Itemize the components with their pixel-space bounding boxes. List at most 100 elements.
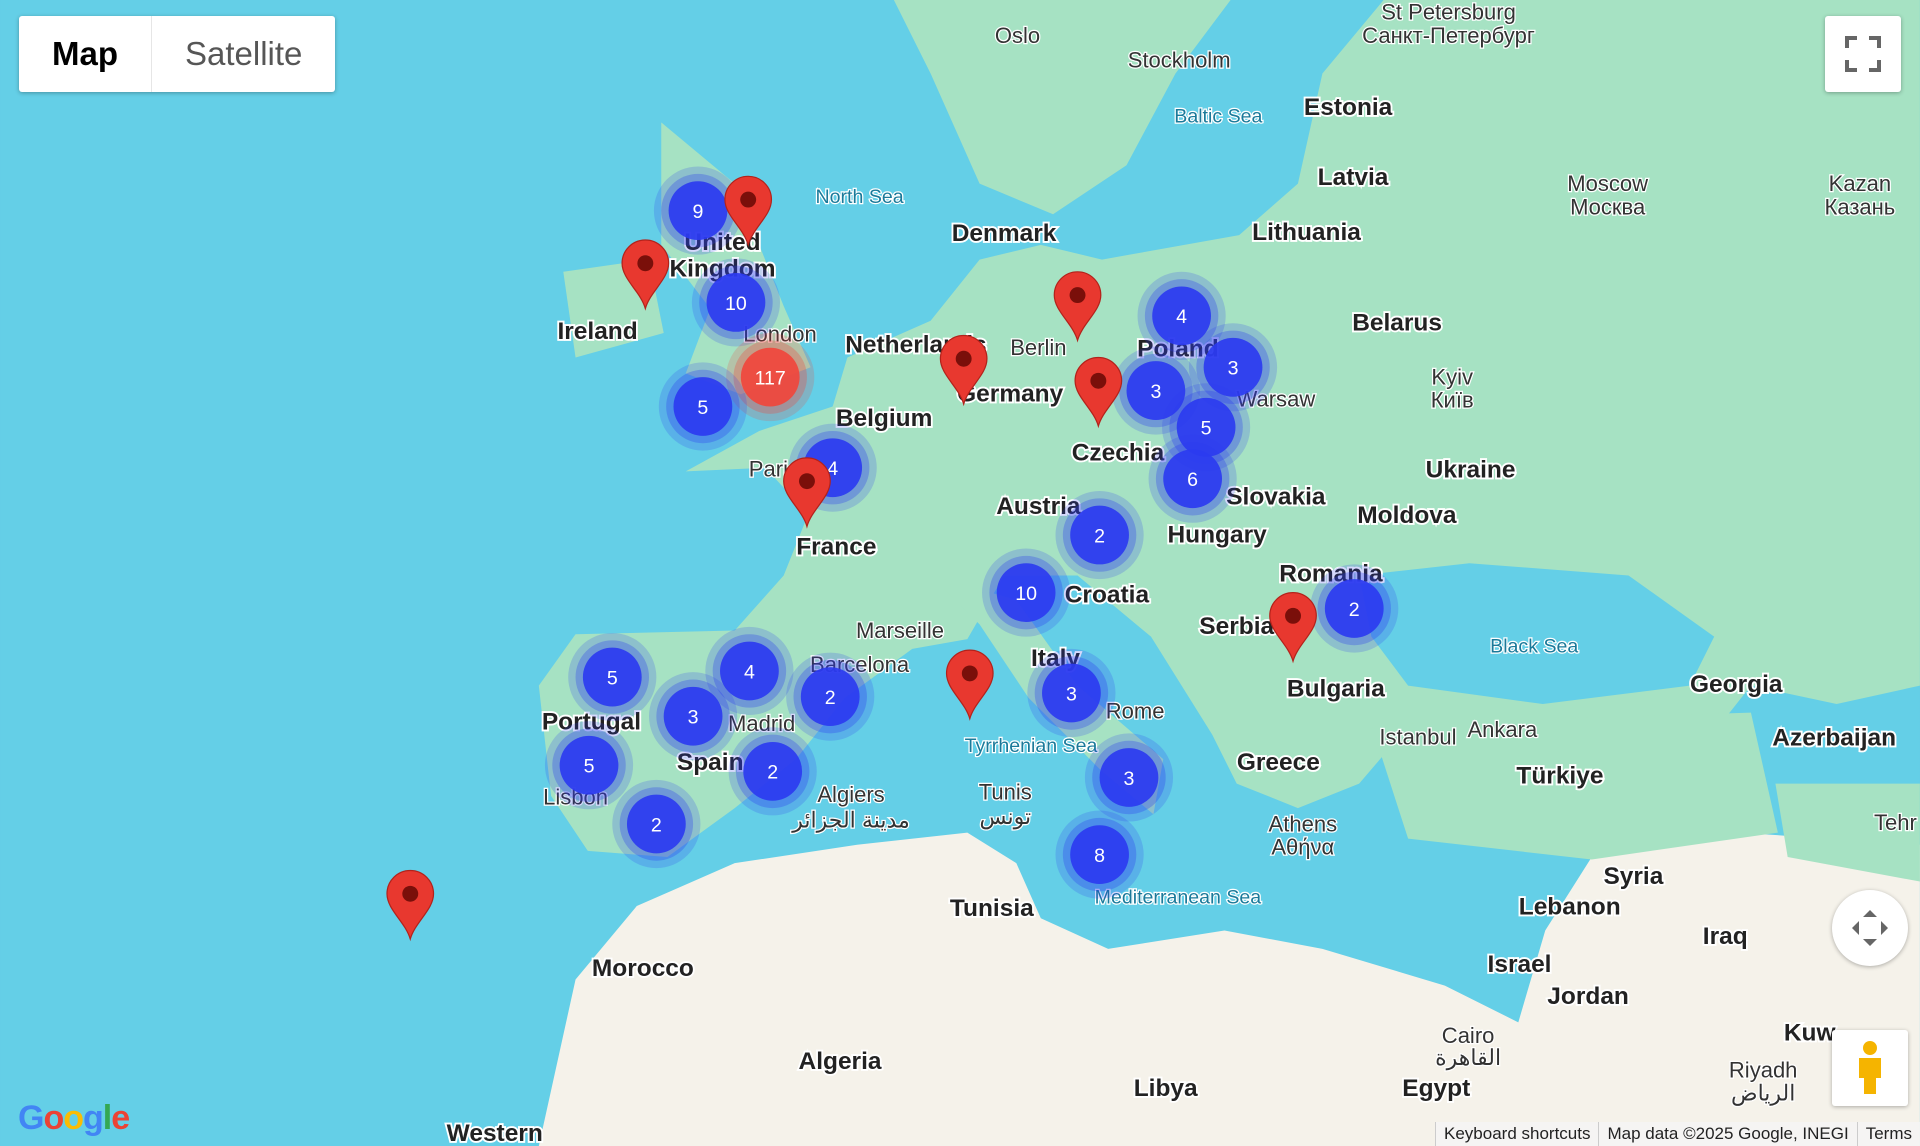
country-label: Tunisia [950, 895, 1034, 922]
map-marker[interactable] [783, 457, 831, 529]
terms-link[interactable]: Terms [1856, 1122, 1920, 1146]
marker-cluster[interactable]: 2 [728, 727, 817, 816]
map-marker[interactable] [1053, 271, 1102, 343]
marker-cluster[interactable]: 3 [649, 672, 738, 761]
map-marker[interactable] [939, 334, 988, 407]
map-data-text: Map data ©2025 Google, INEGI [1598, 1122, 1856, 1146]
map-type-map-button[interactable]: Map [19, 16, 152, 92]
country-label: Algeria [799, 1048, 882, 1075]
marker-clusters: 9 10 117 5 4 4 3 3 5 6 2 10 2 5 4 3 2 5 2 2 3 3 8 [544, 166, 1399, 899]
marker-dot [1090, 372, 1107, 389]
marker-pin-icon [1074, 356, 1123, 429]
marker-cluster[interactable]: 5 [1162, 383, 1251, 472]
country-label: Estonia [1304, 94, 1393, 121]
city-label: Kyiv [1431, 364, 1473, 389]
country-label: Greece [1237, 749, 1320, 776]
country-label: Israel [1488, 951, 1552, 978]
water-label: North Sea [816, 186, 904, 208]
marker-dot [1285, 607, 1301, 624]
city-label: Algiers [817, 782, 884, 807]
marker-cluster[interactable]: 3 [1111, 346, 1200, 435]
city-label: Athens [1269, 811, 1338, 836]
country-label: Kuw [1784, 1020, 1837, 1047]
map-marker[interactable] [621, 239, 670, 311]
camera-control-button[interactable] [1832, 890, 1908, 966]
country-label: Türkiye [1516, 763, 1603, 790]
marker-cluster[interactable]: 3 [1027, 648, 1116, 738]
map-marker[interactable] [1269, 592, 1317, 664]
marker-cluster[interactable]: 2 [1055, 490, 1144, 580]
city-label: Berlin [1010, 335, 1066, 360]
marker-cluster[interactable]: 2 [612, 779, 701, 869]
city-label: Tunis [979, 780, 1032, 805]
marker-cluster[interactable]: 5 [544, 721, 634, 810]
google-logo[interactable]: Google [18, 1099, 130, 1137]
marker-dot [402, 885, 419, 902]
marker-cluster[interactable]: 10 [691, 258, 781, 347]
country-label: Belarus [1352, 310, 1442, 337]
city-label: Kazan [1829, 171, 1891, 196]
cluster-count: 10 [725, 293, 747, 315]
city-label: Moscow [1567, 171, 1648, 196]
marker-cluster[interactable]: 5 [568, 632, 657, 722]
cluster-circle [1152, 286, 1211, 346]
map-type-control: Map Satellite [19, 16, 336, 92]
marker-cluster[interactable]: 9 [653, 166, 743, 255]
cluster-count: 2 [825, 687, 836, 709]
marker-cluster[interactable]: 2 [786, 652, 875, 741]
country-label: Germany [957, 381, 1063, 408]
city-label: Stockholm [1128, 47, 1231, 72]
country-label: Serbia [1199, 613, 1274, 640]
map-labels: North Sea Baltic Sea Black Sea Tyrrhenian S… [445, 0, 1918, 1146]
map-marker[interactable] [386, 869, 435, 942]
marker-cluster[interactable]: 3 [1084, 733, 1174, 822]
country-label: Ireland [557, 318, 637, 345]
country-label: Azerbaijan [1772, 725, 1896, 752]
marker-cluster[interactable]: 6 [1148, 434, 1237, 523]
map-type-satellite-button[interactable]: Satellite [185, 35, 303, 72]
marker-cluster[interactable]: 5 [658, 362, 747, 451]
cluster-count: 3 [1124, 768, 1135, 790]
water-label: Baltic Sea [1174, 105, 1262, 127]
fullscreen-icon [1845, 36, 1881, 72]
marker-cluster[interactable]: 8 [1055, 810, 1144, 899]
cluster-count: 8 [1094, 845, 1105, 867]
country-label: Western [447, 1120, 543, 1146]
cluster-count: 5 [1201, 418, 1212, 440]
city-label: Cairo [1442, 1023, 1495, 1048]
city-label: St Petersburg [1381, 0, 1516, 25]
cluster-circle [673, 377, 733, 436]
city-label: Istanbul [1379, 724, 1456, 749]
marker-cluster[interactable]: 4 [705, 626, 794, 716]
marker-dot [961, 665, 978, 682]
map-marker[interactable] [1074, 356, 1123, 429]
map-marker[interactable] [724, 175, 773, 248]
marker-pin-icon [724, 175, 773, 248]
city-label: Київ [1431, 388, 1474, 413]
marker-cluster[interactable]: 117 [726, 333, 815, 422]
marker-cluster[interactable]: 2 [1310, 564, 1399, 653]
marker-pin-icon [386, 869, 435, 942]
camera-move-icon [1852, 910, 1888, 946]
cluster-count: 5 [607, 667, 618, 689]
marker-cluster[interactable]: 4 [1137, 271, 1226, 360]
cluster-count: 2 [1349, 599, 1360, 621]
cluster-circle [996, 563, 1056, 622]
fullscreen-button[interactable] [1825, 16, 1901, 92]
keyboard-shortcuts-link[interactable]: Keyboard shortcuts [1435, 1122, 1598, 1146]
country-label: Denmark [952, 220, 1057, 247]
cluster-circle [740, 347, 800, 407]
cluster-count: 2 [651, 814, 662, 836]
city-label: Rome [1106, 699, 1165, 724]
cluster-count: 3 [688, 707, 699, 729]
street-view-pegman-button[interactable] [1832, 1030, 1908, 1106]
marker-dot [1069, 287, 1086, 304]
country-label: Spain [677, 749, 744, 776]
cluster-circle [1099, 748, 1159, 807]
cluster-circle [1042, 663, 1101, 723]
map-marker[interactable] [945, 649, 994, 721]
marker-cluster[interactable]: 3 [1188, 323, 1278, 412]
cluster-circle [626, 794, 686, 854]
marker-cluster[interactable]: 10 [982, 548, 1071, 637]
